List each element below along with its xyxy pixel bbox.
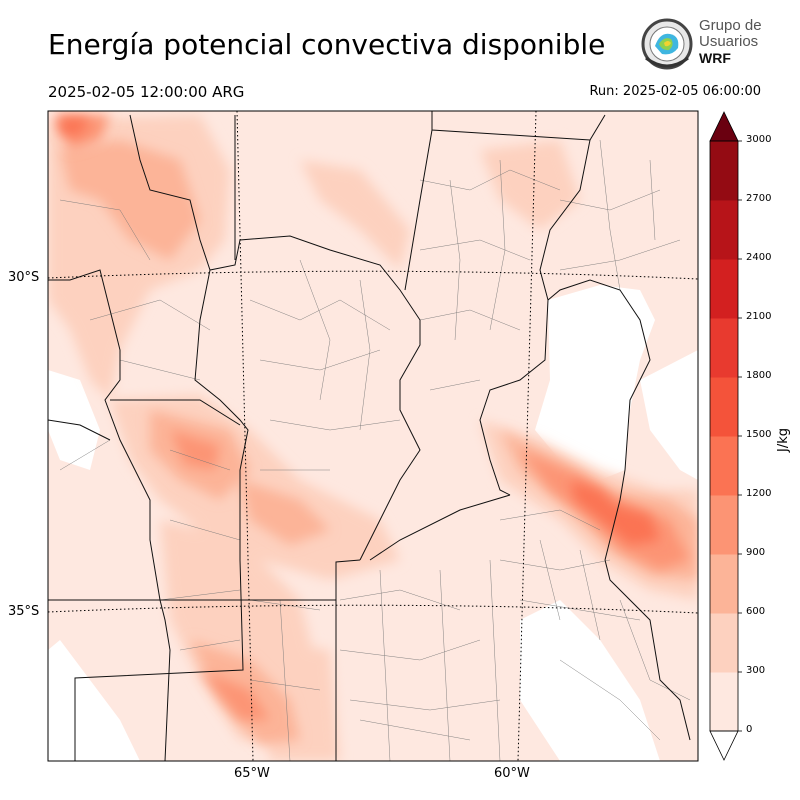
graticule-lon-65w: [236, 111, 254, 761]
graticule-lat-30s: [48, 270, 698, 280]
logo-line2: Usuarios: [699, 33, 759, 50]
map-frame: [47, 110, 699, 762]
province-lines: [48, 111, 691, 761]
colorbar-tick-label: 2700: [746, 193, 772, 204]
colorbar-tick-label: 0: [746, 724, 753, 735]
colorbar-tick-label: 900: [746, 547, 766, 558]
colorbar-segment: [710, 436, 738, 496]
cape-field: [48, 111, 698, 761]
logo-line3: WRF: [699, 50, 731, 66]
colorbar-tick-label: 600: [746, 606, 766, 617]
logo-text: Grupo de Usuarios WRF: [699, 17, 762, 67]
department-lines: [59, 139, 691, 761]
colorbar-segment: [710, 613, 738, 673]
lon-label-60w: 60°W: [494, 766, 530, 781]
colorbar-segment: [710, 554, 738, 614]
zero-cape-areas: [48, 285, 698, 761]
colorbar-segment: [710, 672, 738, 732]
graticule-lon-60w: [517, 111, 537, 761]
colorbar-tick-label: 2400: [746, 252, 772, 263]
colorbar-unit-label: J/kg: [776, 428, 791, 452]
colorbar-segment: [710, 377, 738, 437]
colorbar-segments: [710, 141, 738, 732]
cape-1200-1500: [58, 118, 660, 545]
logo-line1: Grupo de: [699, 17, 762, 34]
colorbar-tick-label: 1800: [746, 370, 772, 381]
graticule-lat-35s: [48, 604, 698, 614]
colorbar-segment: [710, 200, 738, 260]
colorbar: [709, 111, 742, 761]
colorbar-min-arrow: [709, 730, 739, 761]
colorbar-tick-label: 1500: [746, 429, 772, 440]
colorbar-segment: [710, 318, 738, 378]
colorbar-tick-label: 300: [746, 665, 766, 676]
lon-label-65w: 65°W: [234, 766, 270, 781]
wrf-users-logo: Grupo de Usuarios WRF: [640, 17, 762, 72]
graticule: [48, 111, 698, 761]
colorbar-max-arrow: [709, 111, 739, 142]
logo-emblem-icon: [641, 18, 693, 70]
run-time: Run: 2025-02-05 06:00:00: [589, 84, 761, 99]
lat-label-35s: 35°S: [8, 604, 40, 619]
lat-label-30s: 30°S: [8, 270, 40, 285]
colorbar-tick-label: 2100: [746, 311, 772, 322]
colorbar-segment: [710, 141, 738, 201]
map-title: Energía potencial convectiva disponible: [48, 28, 606, 61]
colorbar-segment: [710, 495, 738, 555]
colorbar-tick-label: 3000: [746, 134, 772, 145]
colorbar-segment: [710, 259, 738, 319]
colorbar-tick-label: 1200: [746, 488, 772, 499]
provincial-boundaries: [48, 111, 691, 761]
valid-time: 2025-02-05 12:00:00 ARG: [48, 83, 245, 101]
colorbar-tickmarks: [738, 140, 742, 732]
